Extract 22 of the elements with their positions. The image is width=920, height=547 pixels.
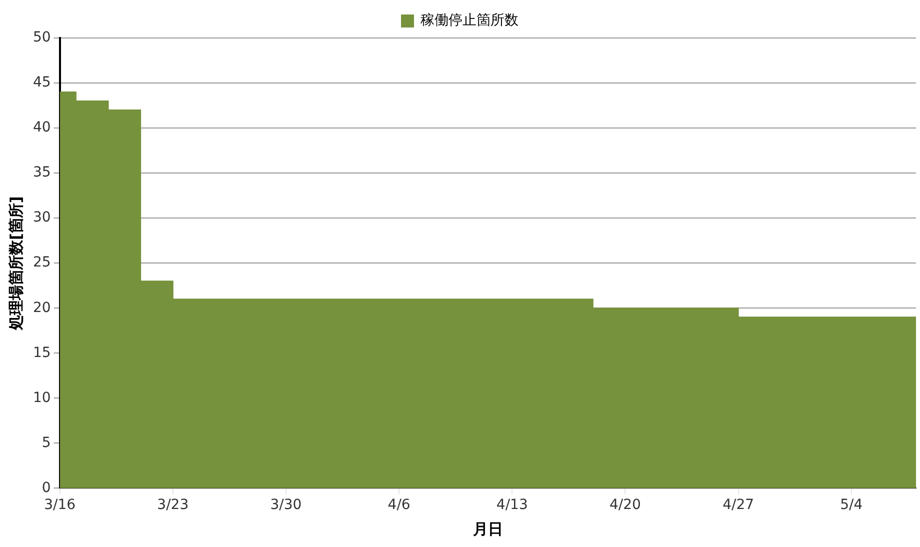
y-tick-label: 50 [32, 30, 51, 46]
y-tick-label: 25 [32, 254, 51, 271]
legend-label: 稼働停止箇所数 [420, 12, 518, 29]
y-tick-label: 5 [42, 434, 51, 451]
y-tick-label: 15 [32, 344, 51, 361]
x-tick-label: 3/23 [157, 497, 189, 514]
y-tick-label: 0 [42, 480, 51, 496]
y-tick-label: 10 [32, 390, 51, 406]
x-tick-label: 4/13 [496, 497, 528, 514]
y-tick-label: 30 [32, 210, 51, 226]
x-tick-label: 4/27 [722, 497, 754, 514]
y-axis-title: 処理場箇所数[箇所] [6, 196, 25, 331]
x-tick-label: 5/4 [840, 497, 863, 514]
y-tick-label: 40 [32, 120, 51, 136]
y-tick-label: 35 [32, 164, 51, 181]
x-tick-label: 3/16 [44, 497, 76, 514]
y-tick-label: 45 [32, 74, 51, 91]
y-tick-label: 20 [32, 300, 51, 316]
x-tick-label: 4/6 [388, 497, 410, 514]
x-tick-label: 3/30 [270, 497, 302, 514]
x-tick-label: 4/20 [609, 497, 641, 514]
x-axis-title: 月日 [472, 520, 503, 538]
